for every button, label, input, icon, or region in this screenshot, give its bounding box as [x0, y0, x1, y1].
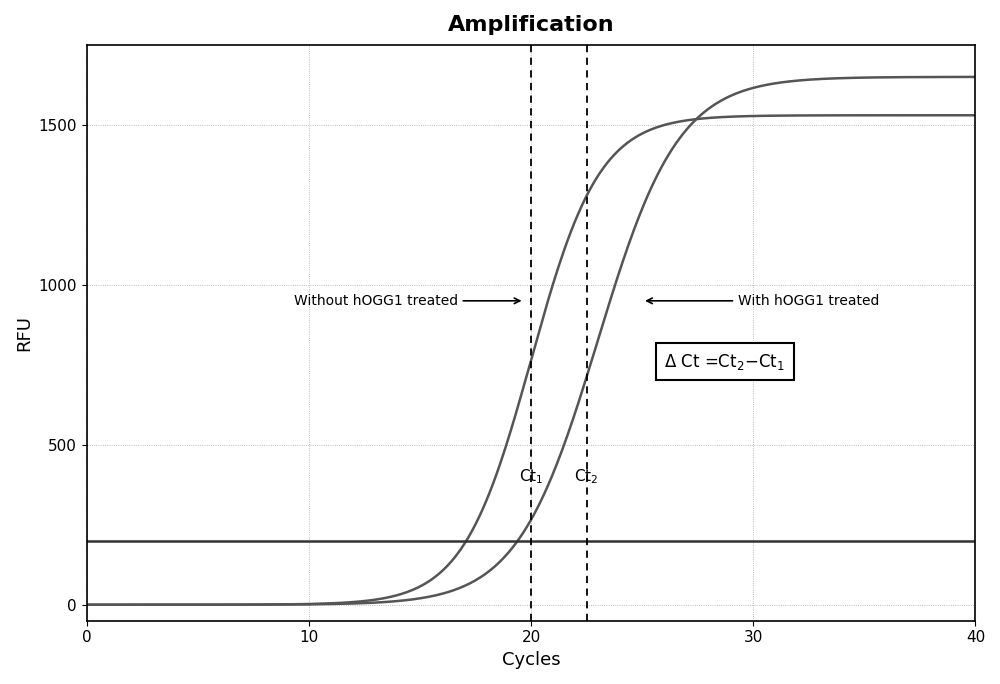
- Title: Amplification: Amplification: [448, 15, 614, 35]
- Text: With hOGG1 treated: With hOGG1 treated: [647, 294, 879, 308]
- Text: $\Delta$ Ct =Ct$_2$$-$Ct$_1$: $\Delta$ Ct =Ct$_2$$-$Ct$_1$: [664, 352, 785, 371]
- X-axis label: Cycles: Cycles: [502, 651, 560, 669]
- Y-axis label: RFU: RFU: [15, 315, 33, 351]
- Text: Ct$_2$: Ct$_2$: [574, 468, 599, 486]
- Text: Without hOGG1 treated: Without hOGG1 treated: [294, 294, 520, 308]
- Text: Ct$_1$: Ct$_1$: [519, 468, 543, 486]
